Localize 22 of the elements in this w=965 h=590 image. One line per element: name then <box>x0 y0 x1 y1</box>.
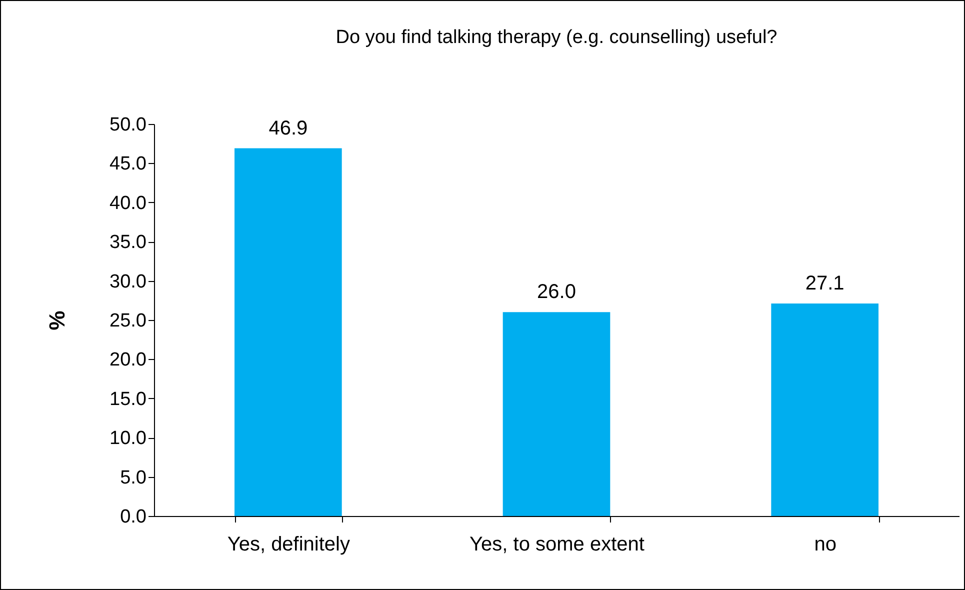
y-tick-label: 10.0 <box>110 428 146 450</box>
y-tick-label: 20.0 <box>110 350 146 371</box>
y-tick-label: 45.0 <box>110 154 146 175</box>
bar <box>502 312 610 516</box>
y-tick-label: 50.0 <box>110 114 146 136</box>
y-tick-label: 5.0 <box>120 467 146 488</box>
data-label: 27.1 <box>805 272 844 295</box>
y-tick-label: 35.0 <box>110 232 146 254</box>
y-axis-title: % <box>44 310 70 330</box>
x-tick-label: no <box>814 534 836 556</box>
data-label: 46.9 <box>268 117 308 140</box>
data-label: 26.0 <box>537 281 576 304</box>
x-tick-label: Yes, definitely <box>227 534 350 556</box>
y-tick-label: 25.0 <box>110 310 146 332</box>
y-tick-label: 30.0 <box>110 271 146 292</box>
bar <box>771 304 878 516</box>
bar <box>234 148 342 516</box>
y-tick-label: 15.0 <box>110 388 146 410</box>
chart-title: Do you find talking therapy (e.g. counselling) useful? <box>336 27 778 48</box>
x-tick-label: Yes, to some extent <box>470 534 645 556</box>
y-tick-label: 0.0 <box>120 506 146 528</box>
y-tick-label: 40.0 <box>110 192 146 214</box>
